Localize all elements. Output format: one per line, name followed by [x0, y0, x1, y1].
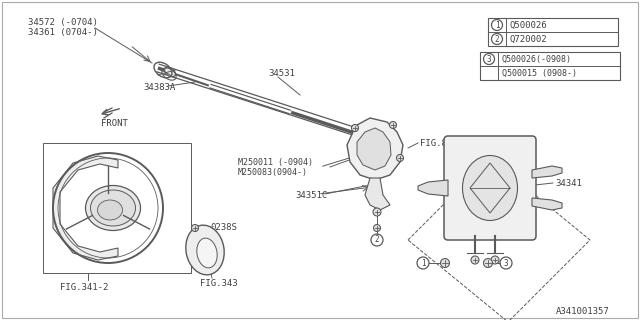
Bar	[43, 143, 191, 273]
Polygon shape	[357, 128, 391, 170]
Text: M250083(0904-): M250083(0904-)	[238, 167, 308, 177]
Text: FIG.341-2: FIG.341-2	[60, 284, 108, 292]
Text: 1: 1	[420, 259, 426, 268]
Bar	[488, 18, 618, 46]
Text: FIG.832: FIG.832	[420, 139, 458, 148]
Text: 0238S: 0238S	[210, 223, 237, 233]
Ellipse shape	[97, 200, 122, 220]
Bar	[480, 52, 620, 80]
Ellipse shape	[463, 156, 518, 220]
Text: 34572 (-0704): 34572 (-0704)	[28, 18, 98, 27]
Text: 1: 1	[495, 20, 499, 29]
Text: 34341: 34341	[555, 179, 582, 188]
Text: M250011 (-0904): M250011 (-0904)	[238, 158, 313, 167]
Text: 2: 2	[495, 35, 499, 44]
Circle shape	[351, 124, 358, 132]
Text: 2: 2	[374, 236, 380, 244]
Text: 34531: 34531	[268, 68, 295, 77]
Polygon shape	[418, 180, 448, 196]
Circle shape	[374, 225, 381, 231]
Text: Q500026: Q500026	[510, 20, 548, 29]
Circle shape	[491, 256, 499, 264]
Circle shape	[397, 155, 403, 162]
Ellipse shape	[164, 67, 175, 77]
Circle shape	[191, 225, 198, 231]
Text: Q500026(-0908): Q500026(-0908)	[502, 54, 572, 63]
Text: 34383A: 34383A	[143, 84, 175, 92]
Polygon shape	[532, 166, 562, 178]
Polygon shape	[365, 178, 390, 210]
Text: A341001357: A341001357	[556, 308, 610, 316]
Text: 3: 3	[486, 54, 492, 63]
Ellipse shape	[86, 186, 141, 230]
Text: Q720002: Q720002	[510, 35, 548, 44]
Polygon shape	[347, 118, 403, 180]
Text: 3: 3	[504, 259, 508, 268]
Text: 34351C: 34351C	[295, 191, 327, 201]
Ellipse shape	[90, 190, 136, 226]
Text: FIG.343: FIG.343	[200, 278, 237, 287]
Circle shape	[390, 122, 397, 129]
Text: 34361 (0704-): 34361 (0704-)	[28, 28, 98, 36]
Circle shape	[440, 259, 449, 268]
Ellipse shape	[186, 225, 224, 275]
FancyBboxPatch shape	[444, 136, 536, 240]
Circle shape	[471, 256, 479, 264]
Ellipse shape	[197, 238, 217, 268]
Circle shape	[483, 259, 493, 268]
Text: FRONT: FRONT	[101, 119, 128, 129]
Text: Q500015 (0908-): Q500015 (0908-)	[502, 68, 577, 77]
Polygon shape	[532, 198, 562, 210]
Circle shape	[373, 208, 381, 216]
Polygon shape	[53, 156, 118, 260]
